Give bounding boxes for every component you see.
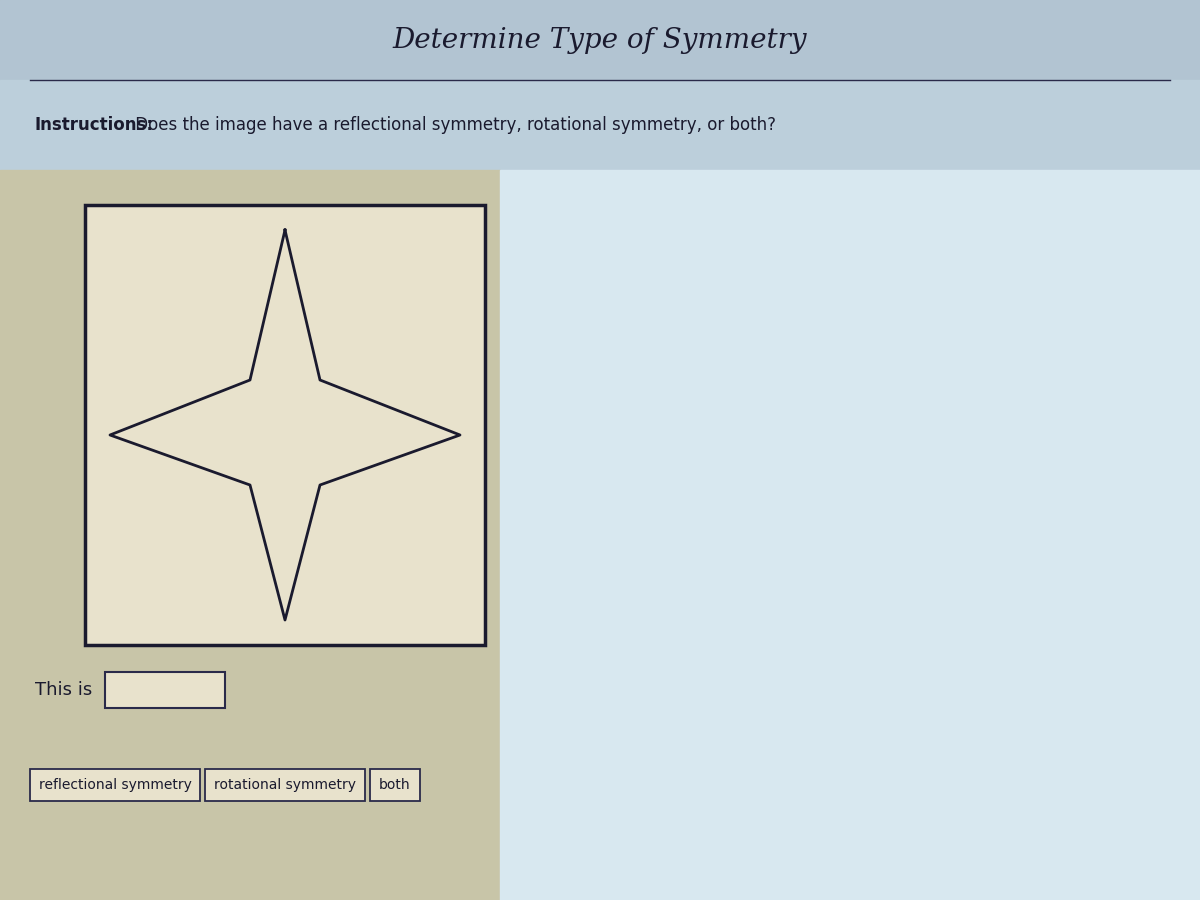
Bar <box>30 769 200 801</box>
Text: Instructions:: Instructions: <box>35 116 154 134</box>
Bar <box>500 170 1200 900</box>
Text: Determine Type of Symmetry: Determine Type of Symmetry <box>392 26 808 53</box>
Text: rotational symmetry: rotational symmetry <box>214 778 356 792</box>
Bar <box>106 672 226 708</box>
Bar <box>85 205 485 645</box>
Text: Does the image have a reflectional symmetry, rotational symmetry, or both?: Does the image have a reflectional symme… <box>130 116 776 134</box>
Bar <box>0 0 1200 80</box>
Text: This is: This is <box>35 681 92 699</box>
Bar <box>205 769 365 801</box>
Bar <box>370 769 420 801</box>
Text: reflectional symmetry: reflectional symmetry <box>38 778 192 792</box>
Text: both: both <box>379 778 410 792</box>
Bar <box>0 170 500 900</box>
Bar <box>0 80 1200 170</box>
